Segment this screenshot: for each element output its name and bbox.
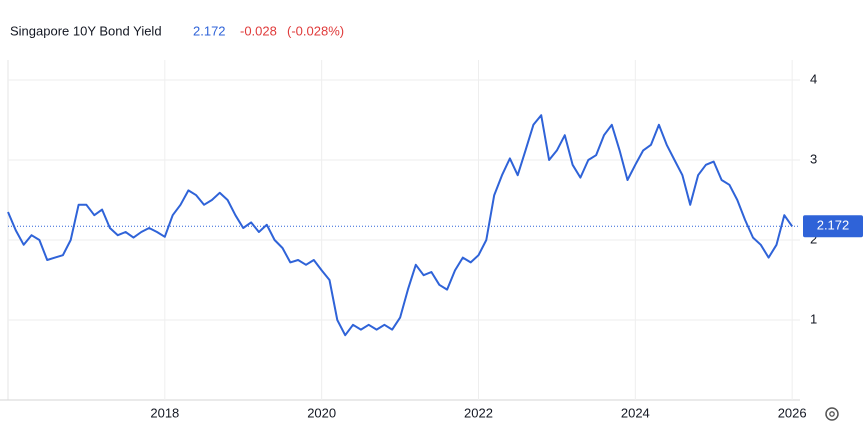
y-tick-label: 1: [810, 311, 817, 326]
change: -0.028: [240, 23, 277, 38]
x-tick-label: 2018: [150, 405, 179, 420]
last-value: 2.172: [193, 23, 226, 38]
last-value-label: 2.172: [817, 218, 850, 233]
gear-ring: [825, 407, 839, 421]
x-tick-label: 2022: [464, 405, 493, 420]
series-line: [7, 114, 794, 337]
y-tick-label: 2: [810, 231, 817, 246]
x-tick-label: 2026: [778, 405, 807, 420]
gear-hub: [829, 411, 835, 417]
change-percent: (-0.028%): [287, 23, 344, 38]
x-tick-label: 2024: [621, 405, 650, 420]
grid: [0, 60, 800, 401]
last-value-badge: [803, 215, 863, 238]
y-tick-label: 3: [810, 151, 817, 166]
x-tick-label: 2020: [307, 405, 336, 420]
chart-title: Singapore 10Y Bond Yield: [10, 23, 162, 38]
y-tick-label: 4: [810, 71, 817, 86]
settings-icon[interactable]: [825, 407, 839, 421]
